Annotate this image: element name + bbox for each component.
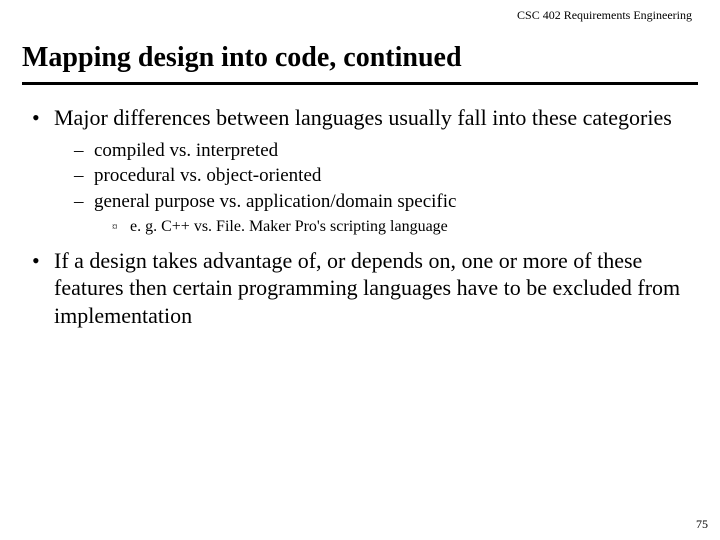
bullet-text: e. g. C++ vs. File. Maker Pro's scriptin… (130, 216, 692, 238)
bullet-marker: • (28, 104, 54, 132)
bullet-level2: – general purpose vs. application/domain… (74, 189, 692, 215)
bullet-level2: – procedural vs. object-oriented (74, 163, 692, 189)
bullet-text: If a design takes advantage of, or depen… (54, 247, 692, 330)
bullet-text: general purpose vs. application/domain s… (94, 189, 692, 215)
sub-sub-list: ¤ e. g. C++ vs. File. Maker Pro's script… (112, 216, 692, 238)
bullet-marker: • (28, 247, 54, 330)
bullet-level2: – compiled vs. interpreted (74, 138, 692, 164)
page-number: 75 (696, 517, 708, 532)
slide-body: • Major differences between languages us… (28, 98, 692, 331)
bullet-level1: • If a design takes advantage of, or dep… (28, 247, 692, 330)
title-underline (22, 82, 698, 85)
bullet-marker: ¤ (112, 216, 130, 238)
bullet-text: compiled vs. interpreted (94, 138, 692, 164)
bullet-marker: – (74, 189, 94, 215)
bullet-marker: – (74, 163, 94, 189)
bullet-level3: ¤ e. g. C++ vs. File. Maker Pro's script… (112, 216, 692, 238)
sub-list: – compiled vs. interpreted – procedural … (74, 138, 692, 239)
bullet-marker: – (74, 138, 94, 164)
bullet-level1: • Major differences between languages us… (28, 104, 692, 132)
slide-title: Mapping design into code, continued (22, 42, 462, 74)
bullet-text: procedural vs. object-oriented (94, 163, 692, 189)
course-header: CSC 402 Requirements Engineering (517, 8, 692, 23)
bullet-text: Major differences between languages usua… (54, 104, 692, 132)
